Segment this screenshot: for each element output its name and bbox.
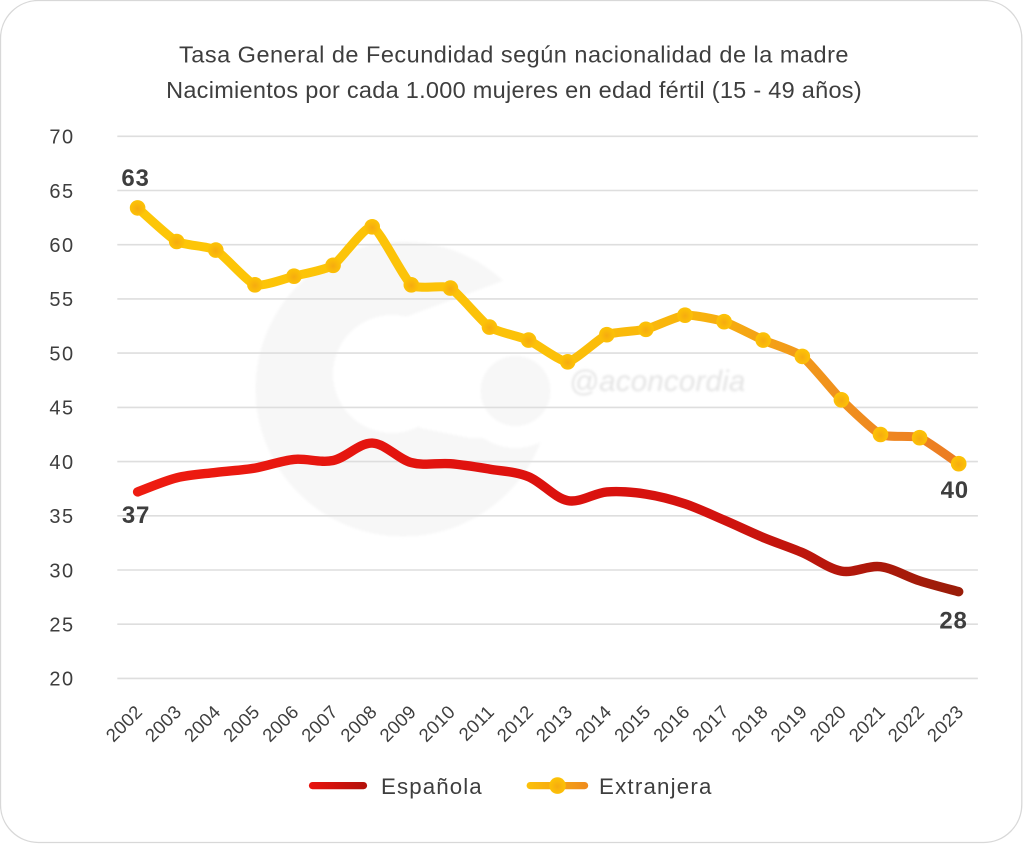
svg-text:30: 30 (49, 560, 74, 582)
svg-text:@aconcordia: @aconcordia (569, 365, 745, 398)
svg-text:60: 60 (49, 235, 74, 257)
svg-text:50: 50 (49, 343, 74, 365)
svg-text:65: 65 (49, 181, 74, 203)
svg-text:45: 45 (49, 398, 74, 420)
svg-text:25: 25 (49, 615, 74, 637)
svg-text:63: 63 (121, 165, 149, 192)
svg-text:Extranjera: Extranjera (599, 774, 713, 799)
svg-text:40: 40 (49, 452, 74, 474)
svg-text:20: 20 (49, 669, 74, 691)
svg-text:35: 35 (49, 506, 74, 528)
svg-text:Nacimientos por cada 1.000 muj: Nacimientos por cada 1.000 mujeres en ed… (166, 77, 862, 103)
svg-text:40: 40 (941, 477, 969, 504)
svg-text:28: 28 (939, 608, 967, 635)
svg-text:37: 37 (122, 502, 150, 529)
svg-text:70: 70 (49, 127, 74, 149)
svg-text:Española: Española (381, 774, 483, 799)
svg-text:55: 55 (49, 289, 74, 311)
svg-text:Tasa General de Fecundidad seg: Tasa General de Fecundidad según naciona… (179, 41, 849, 67)
